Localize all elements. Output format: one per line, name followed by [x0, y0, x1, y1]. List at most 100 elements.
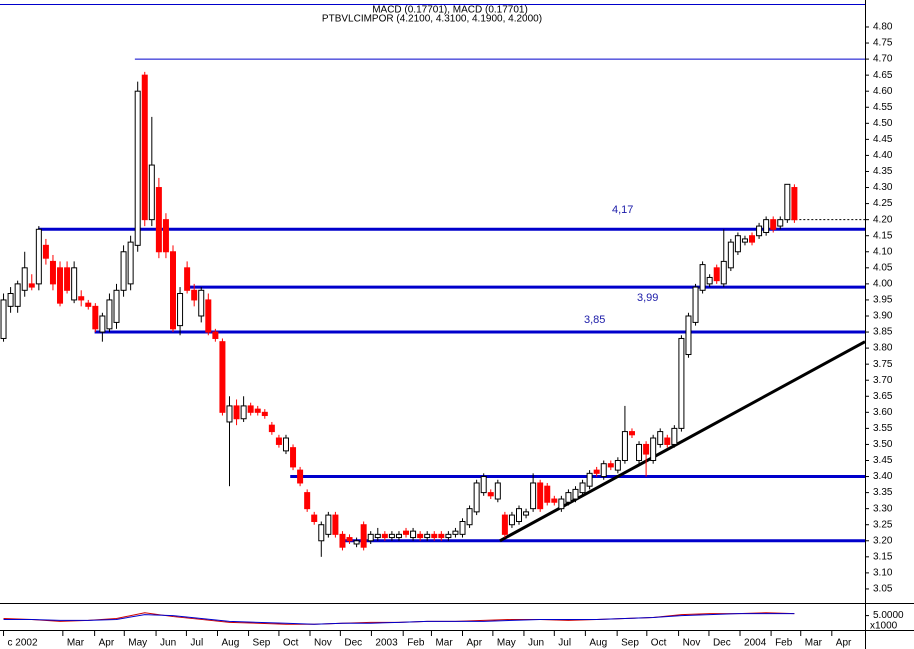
annotation: 3,85	[584, 314, 605, 326]
candle-body	[671, 427, 678, 445]
y-tick-label: 4.75	[873, 38, 893, 49]
candle-body	[141, 74, 148, 221]
candle-body	[64, 267, 71, 291]
candle-body	[487, 492, 494, 497]
candle-body	[155, 187, 162, 253]
candle-body	[14, 283, 21, 307]
candle-body	[636, 443, 643, 461]
x-tick-label: Apr	[836, 638, 852, 649]
candle-body	[346, 537, 353, 542]
y-tick-label: 4.15	[873, 230, 893, 241]
candle-body	[572, 488, 579, 500]
candle-body	[21, 267, 28, 291]
candle-body	[565, 492, 572, 503]
candle-body	[621, 431, 628, 461]
y-tick-label: 3.65	[873, 391, 893, 402]
candle-body	[78, 296, 85, 301]
candle-body	[339, 533, 346, 548]
x-tick-label: Feb	[775, 638, 793, 649]
y-tick-label: 3.45	[873, 455, 893, 466]
candle-body	[374, 533, 381, 539]
y-tick-label: 3.90	[873, 311, 893, 322]
x-tick-label: Jun	[528, 638, 544, 649]
candle-body	[57, 267, 64, 304]
candle-body	[261, 411, 268, 417]
annotation: 4,17	[612, 204, 633, 216]
candle-body	[579, 482, 586, 494]
candle-body	[727, 241, 734, 269]
candle-body	[35, 228, 42, 285]
x-tick-label: Aug	[589, 638, 607, 649]
candle-body	[403, 530, 410, 535]
x-tick-label: Dec	[713, 638, 731, 649]
x-tick-label: May	[128, 638, 147, 649]
x-tick-label: Jun	[160, 638, 176, 649]
candle-body	[7, 293, 14, 307]
candle-body	[678, 337, 685, 429]
candle-body	[226, 405, 233, 423]
candle-body	[410, 530, 417, 539]
y-tick-label: 4.65	[873, 70, 893, 81]
candle-body	[0, 299, 7, 339]
y-tick-label: 3.25	[873, 519, 893, 530]
candle-body	[607, 463, 614, 468]
macd-line	[3, 613, 795, 625]
candle-body	[537, 482, 544, 510]
candle-body	[417, 533, 424, 539]
candle-body	[127, 241, 134, 285]
candle-body	[381, 533, 388, 539]
candle-body	[523, 511, 530, 516]
candle-body	[501, 514, 508, 535]
y-tick-label: 4.35	[873, 166, 893, 177]
x-tick-label: Sep	[621, 638, 639, 649]
candle-body	[706, 276, 713, 285]
candle-body	[459, 521, 466, 535]
candle-body	[508, 514, 515, 526]
candle-body	[148, 164, 155, 221]
y-tick-label: 4.70	[873, 54, 893, 65]
candle-body	[586, 472, 593, 487]
candle-body	[184, 267, 191, 291]
candle-body	[657, 431, 664, 445]
y-tick-label: 3.50	[873, 439, 893, 450]
candle-body	[191, 289, 198, 301]
candle-body	[99, 315, 106, 333]
y-tick-label: 4.60	[873, 86, 893, 97]
candle-body	[480, 476, 487, 494]
y-tick-label: 4.10	[873, 246, 893, 257]
x-tick-label: Apr	[467, 638, 483, 649]
candle-body	[170, 251, 176, 330]
candle-body	[311, 514, 318, 523]
candle-body	[643, 443, 650, 455]
y-tick-label: 3.05	[873, 584, 893, 595]
candle-body	[424, 533, 431, 539]
candle-body	[756, 225, 763, 237]
x-tick-label: Apr	[99, 638, 115, 649]
y-tick-label: 4.40	[873, 150, 893, 161]
x-tick-label: 2004	[744, 638, 767, 649]
x-tick-label: Dec	[344, 638, 362, 649]
candle-body	[71, 267, 78, 301]
candle-body	[332, 514, 339, 535]
y-tick-label: 3.10	[873, 568, 893, 579]
candle-body	[530, 482, 537, 510]
candle-body	[494, 482, 501, 500]
candle-body	[664, 437, 671, 445]
candle-body	[304, 492, 311, 510]
annotation: 3,99	[637, 292, 658, 304]
y-tick-label: 4.05	[873, 262, 893, 273]
x-tick-label: Mar	[435, 638, 453, 649]
y-tick-label: 4.00	[873, 279, 893, 290]
candle-body	[770, 219, 777, 230]
candle-body	[233, 405, 240, 420]
candle-body	[763, 219, 770, 233]
y-tick-label: 3.70	[873, 375, 893, 386]
candle-body	[551, 498, 558, 503]
y-tick-label: 4.25	[873, 198, 893, 209]
x-tick-label: Nov	[683, 638, 701, 649]
y-tick-label: 3.30	[873, 503, 893, 514]
candle-body	[198, 289, 205, 317]
candle-body	[614, 459, 621, 471]
y-tick-label: 3.75	[873, 359, 893, 370]
unit-label: x1000	[870, 621, 898, 632]
